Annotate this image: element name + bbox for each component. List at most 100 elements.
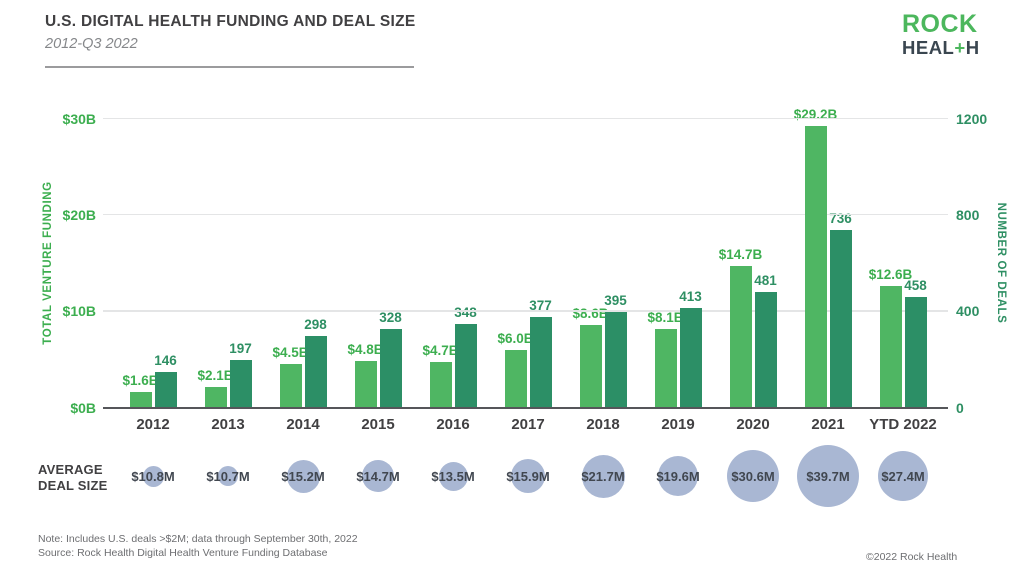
year-label: 2015 xyxy=(361,416,395,433)
deals-count-label: 377 xyxy=(529,297,552,313)
funding-value-label: $29.2B xyxy=(793,107,838,123)
avg-deal-value-label: $15.9M xyxy=(506,469,550,484)
average-deal-size-row-label: AVERAGE DEAL SIZE xyxy=(38,462,108,493)
right-tick-label: 0 xyxy=(956,399,964,416)
funding-value-label: $4.5B xyxy=(272,345,309,361)
avg-deal-bubble xyxy=(286,459,320,493)
year-label: 2018 xyxy=(586,416,620,433)
deals-bar xyxy=(229,360,252,408)
deals-count-label: 481 xyxy=(754,272,777,288)
right-tick-label: 800 xyxy=(956,206,980,223)
rock-health-logo: ROCK HEAL+H xyxy=(902,12,998,58)
avg-deal-value-label: $21.7M xyxy=(581,469,625,484)
logo-word-rock: ROCK xyxy=(902,10,978,38)
gridline xyxy=(103,310,948,312)
avg-deal-bubble xyxy=(797,445,859,507)
avg-deal-value-label: $13.5M xyxy=(431,469,475,484)
avg-deal-bubble xyxy=(142,465,164,487)
deals-count-label: 197 xyxy=(229,341,252,357)
funding-bar xyxy=(429,362,452,408)
avg-deal-bubble xyxy=(218,466,238,486)
copyright-text: ©2022 Rock Health xyxy=(866,551,958,563)
deals-count-label: 413 xyxy=(679,289,702,305)
avg-deal-bubble xyxy=(511,459,545,493)
funding-value-label: $8.6B xyxy=(572,305,609,321)
deals-count-label: 458 xyxy=(904,278,927,294)
funding-value-label: $14.7B xyxy=(718,246,763,262)
deals-bar xyxy=(604,312,627,408)
funding-bar xyxy=(579,324,602,408)
funding-bar xyxy=(204,387,227,408)
funding-value-label: $2.1B xyxy=(197,368,234,384)
avg-deal-value-label: $15.2M xyxy=(281,469,325,484)
avg-deal-value-label: $14.7M xyxy=(356,469,400,484)
avg-deal-value-label: $39.7M xyxy=(806,469,850,484)
funding-bar xyxy=(354,361,377,408)
gridline xyxy=(103,213,948,216)
deals-bar xyxy=(829,230,852,408)
deals-count-label: 395 xyxy=(604,293,627,309)
avg-deal-bubble xyxy=(581,454,625,498)
deals-bar xyxy=(454,323,477,408)
year-label: 2016 xyxy=(436,416,470,433)
page-title: U.S. DIGITAL HEALTH FUNDING AND DEAL SIZ… xyxy=(45,13,416,30)
deals-bar xyxy=(679,308,702,408)
x-axis-baseline xyxy=(103,406,948,409)
left-tick-label: $0B xyxy=(70,399,96,416)
logo-plus-cross-icon: + xyxy=(954,37,966,58)
funding-bar xyxy=(879,286,902,408)
funding-bar xyxy=(729,265,752,408)
deals-count-label: 298 xyxy=(304,316,327,332)
funding-bar xyxy=(804,126,827,408)
header-divider xyxy=(45,66,414,68)
funding-bar xyxy=(504,349,527,408)
deals-bar xyxy=(529,316,552,408)
deals-bar xyxy=(754,291,777,408)
avg-deal-bubble xyxy=(727,450,779,502)
year-label: 2019 xyxy=(661,416,695,433)
deals-count-label: 328 xyxy=(379,309,402,325)
funding-value-label: $4.8B xyxy=(347,342,384,358)
year-label: 2013 xyxy=(211,416,245,433)
funding-value-label: $4.7B xyxy=(422,343,459,359)
gridline xyxy=(103,117,948,119)
avg-deal-value-label: $19.6M xyxy=(656,469,700,484)
year-label: 2021 xyxy=(811,416,845,433)
funding-value-label: $6.0B xyxy=(497,330,534,346)
right-tick-label: 400 xyxy=(956,303,980,320)
funding-value-label: $1.6B xyxy=(122,373,159,389)
left-tick-label: $30B xyxy=(62,110,96,127)
year-label: 2020 xyxy=(736,416,770,433)
left-tick-label: $20B xyxy=(62,206,96,223)
avg-deal-value-label: $30.6M xyxy=(731,469,775,484)
avg-deal-bubble xyxy=(438,461,468,491)
deals-count-label: 146 xyxy=(154,353,177,369)
deals-bar xyxy=(304,335,327,408)
funding-value-label: $12.6B xyxy=(868,267,913,283)
deals-count-label: 348 xyxy=(454,304,477,320)
year-label: 2014 xyxy=(286,416,320,433)
deals-bar xyxy=(904,297,927,408)
avg-deal-value-label: $10.7M xyxy=(206,469,250,484)
year-label: YTD 2022 xyxy=(869,416,937,433)
avg-deal-value-label: $27.4M xyxy=(881,469,925,484)
avg-deal-bubble xyxy=(658,456,698,496)
left-tick-label: $10B xyxy=(62,303,96,320)
funding-bar xyxy=(279,364,302,408)
year-label: 2012 xyxy=(136,416,170,433)
deals-bar xyxy=(154,372,177,408)
funding-bar xyxy=(129,392,152,408)
page-subtitle: 2012-Q3 2022 xyxy=(45,36,138,52)
footnote-source: Source: Rock Health Digital Health Ventu… xyxy=(38,547,328,559)
funding-value-label: $8.1B xyxy=(647,310,684,326)
avg-deal-value-label: $10.8M xyxy=(131,469,175,484)
logo-word-health: HEAL+H xyxy=(902,37,980,58)
deals-bar xyxy=(379,328,402,408)
footnote-note: Note: Includes U.S. deals >$2M; data thr… xyxy=(38,533,358,545)
year-label: 2017 xyxy=(511,416,545,433)
right-tick-label: 1200 xyxy=(956,110,988,127)
avg-deal-bubble xyxy=(878,451,928,501)
avg-deal-bubble xyxy=(362,460,394,492)
